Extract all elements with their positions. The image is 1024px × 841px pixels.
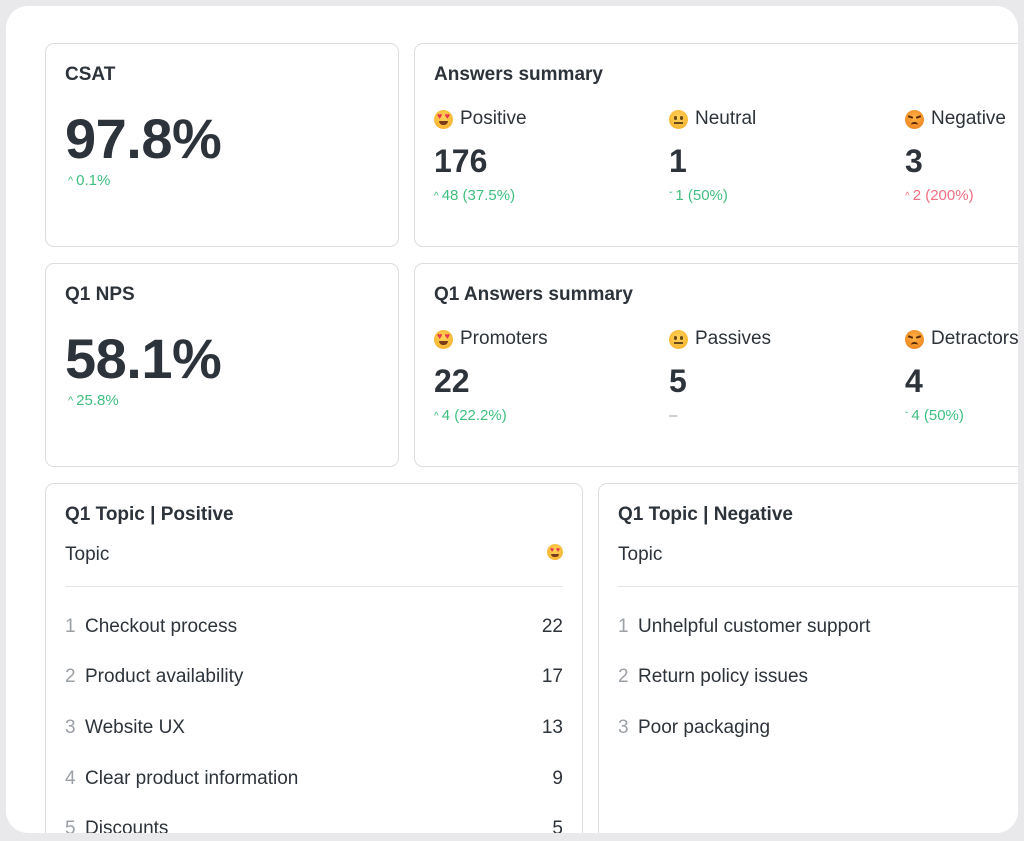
row-count: 22	[541, 616, 563, 637]
topic-header-label: Topic	[618, 544, 663, 565]
topic-negative-title: Q1 Topic | Negative	[618, 504, 793, 525]
topic-column-header: Topic	[618, 544, 1018, 568]
q1-answers-summary-title: Q1 Answers summary	[434, 284, 633, 305]
metric-value: 5	[669, 363, 687, 399]
row-count: 13	[541, 717, 563, 738]
metric-delta-text: 2 (200%)	[912, 187, 974, 204]
neutral-face-emoji-icon	[669, 329, 688, 349]
topic-positive-title: Q1 Topic | Positive	[65, 504, 234, 525]
nps-title: Q1 NPS	[65, 284, 135, 305]
chevron-up-icon: ^	[68, 395, 74, 407]
csat-delta-text: 0.1%	[76, 172, 111, 189]
metric-passives: Passives 5 –	[669, 327, 771, 425]
table-row[interactable]: 2 Product availability 17	[65, 666, 563, 692]
table-row[interactable]: 2 Return policy issues	[618, 666, 1018, 692]
row-topic: Product availability	[85, 666, 244, 687]
row-rank: 2	[618, 666, 629, 687]
metric-label: Positive	[460, 108, 527, 129]
nps-delta-text: 25.8%	[76, 392, 119, 409]
row-topic: Poor packaging	[638, 717, 771, 738]
chevron-up-icon: ^	[905, 191, 910, 202]
row-rank: 5	[65, 818, 76, 833]
metric-label: Promoters	[460, 328, 548, 349]
metric-delta-text: –	[669, 407, 678, 424]
csat-card[interactable]: CSAT 97.8% ^ 0.1%	[45, 43, 399, 247]
metric-value: 1	[669, 143, 687, 179]
row-count: 5	[552, 818, 563, 833]
metric-delta-text: 1 (50%)	[675, 187, 728, 204]
csat-delta: ^ 0.1%	[68, 172, 110, 189]
divider	[65, 586, 563, 587]
metric-delta: –	[669, 407, 771, 425]
heart-eyes-emoji-icon	[434, 329, 453, 349]
topic-negative-card[interactable]: Q1 Topic | Negative Topic 1 Unhelpful cus…	[598, 483, 1018, 833]
metric-label: Negative	[931, 108, 1006, 129]
answers-summary-card[interactable]: Answers summary Positive 176 ^48 (37.5%)…	[414, 43, 1018, 247]
row-rank: 3	[618, 717, 629, 738]
metric-negative: Negative 3 ^ 2 (200%)	[905, 107, 1006, 205]
chevron-up-icon: ^	[434, 191, 439, 202]
nps-delta: ^ 25.8%	[68, 392, 119, 409]
angry-face-emoji-icon	[905, 109, 924, 129]
row-topic: Return policy issues	[638, 666, 809, 687]
table-row[interactable]: 1 Unhelpful customer support	[618, 616, 1018, 642]
table-row[interactable]: 3 Poor packaging	[618, 717, 1018, 743]
metric-delta: ^ 48 (37.5%)	[434, 187, 527, 205]
row-topic: Discounts	[85, 818, 169, 833]
q1-answers-summary-card[interactable]: Q1 Answers summary Promoters 22 ^4 (22.2…	[414, 263, 1018, 467]
row-topic: Clear product information	[85, 768, 299, 789]
metric-delta-text: 4 (50%)	[911, 407, 964, 424]
metric-delta: ^ 2 (200%)	[905, 187, 1006, 205]
topic-positive-card[interactable]: Q1 Topic | Positive Topic 1 Checkout proc…	[45, 483, 583, 833]
row-rank: 3	[65, 717, 76, 738]
table-row[interactable]: 1 Checkout process 22	[65, 616, 563, 642]
dashboard-frame: CSAT 97.8% ^0.1% Answers summary Positiv…	[6, 6, 1018, 833]
metric-label: Detractors	[931, 328, 1018, 349]
heart-eyes-emoji-icon	[547, 544, 563, 560]
answers-summary-title: Answers summary	[434, 64, 603, 85]
chevron-down-icon: ˇ	[905, 411, 909, 422]
nps-value: 58.1%	[65, 327, 222, 390]
table-row[interactable]: 4 Clear product information 9	[65, 768, 563, 794]
metric-value: 22	[434, 363, 470, 399]
metric-delta-text: 4 (22.2%)	[441, 407, 507, 424]
row-rank: 1	[618, 616, 629, 637]
metric-positive: Positive 176 ^48 (37.5%)	[434, 107, 527, 205]
csat-value: 97.8%	[65, 107, 222, 170]
neutral-face-emoji-icon	[669, 109, 688, 129]
topic-header-label: Topic	[65, 544, 110, 565]
row-rank: 1	[65, 616, 76, 637]
nps-card[interactable]: Q1 NPS 58.1% ^ 25.8%	[45, 263, 399, 467]
divider	[618, 586, 1018, 587]
metric-delta-text: 48 (37.5%)	[441, 187, 516, 204]
row-count: 17	[541, 666, 563, 687]
csat-title: CSAT	[65, 64, 116, 85]
chevron-down-icon: ˇ	[669, 191, 673, 202]
table-row[interactable]: 3 Website UX 13	[65, 717, 563, 743]
row-topic: Unhelpful customer support	[638, 616, 871, 637]
row-topic: Website UX	[85, 717, 185, 738]
row-count: 9	[552, 768, 563, 789]
metric-value: 4	[905, 363, 923, 399]
row-rank: 2	[65, 666, 76, 687]
heart-eyes-emoji-icon	[434, 109, 453, 129]
metric-label: Neutral	[695, 108, 757, 129]
metric-promoters: Promoters 22 ^4 (22.2%)	[434, 327, 548, 425]
topic-column-header: Topic	[65, 544, 563, 568]
row-topic: Checkout process	[85, 616, 238, 637]
metric-value: 3	[905, 143, 923, 179]
metric-value: 176	[434, 143, 488, 179]
row-rank: 4	[65, 768, 76, 789]
angry-face-emoji-icon	[905, 329, 924, 349]
chevron-up-icon: ^	[434, 411, 439, 422]
table-row[interactable]: 5 Discounts 5	[65, 818, 563, 833]
metric-delta: ^ 4 (22.2%)	[434, 407, 548, 425]
metric-label: Passives	[695, 328, 772, 349]
chevron-up-icon: ^	[68, 175, 74, 187]
